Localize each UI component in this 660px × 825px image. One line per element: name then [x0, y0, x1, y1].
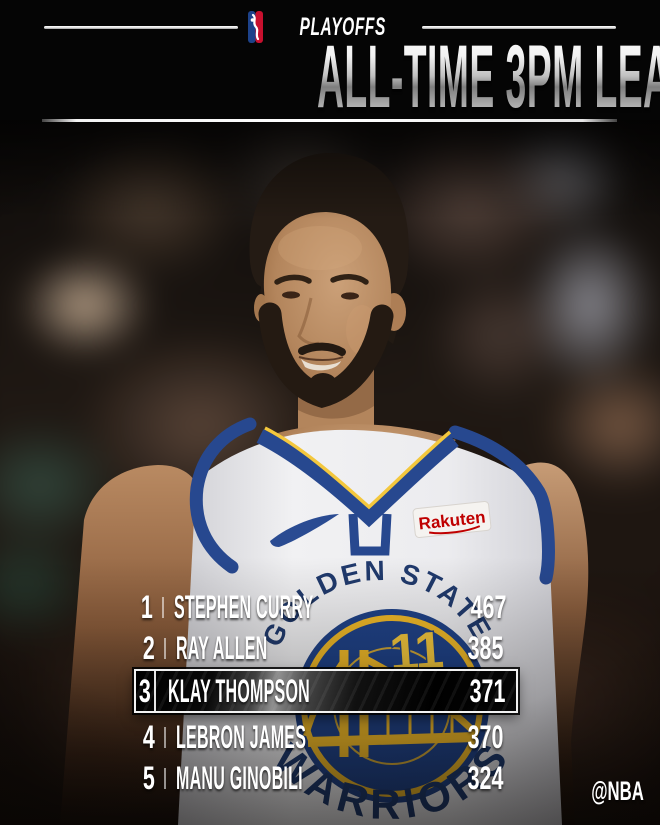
rank-label: 3	[138, 672, 151, 709]
table-row: 5 MANU GINOBILI 324	[135, 756, 503, 800]
rank-label: 1	[140, 588, 153, 625]
player-name: LEBRON JAMES	[176, 718, 307, 755]
rank-divider	[153, 671, 156, 711]
player-name: KLAY THOMPSON	[167, 672, 310, 709]
rank-label: 4	[143, 718, 155, 755]
rank-divider	[161, 596, 164, 618]
stat-value: 324	[467, 759, 503, 796]
table-row-highlighted: 3 KLAY THOMPSON 371	[134, 669, 518, 713]
stat-value: 385	[467, 629, 503, 666]
player-name: STEPHEN CURRY	[173, 588, 314, 625]
table-row: 1 STEPHEN CURRY 467	[135, 585, 507, 629]
player-name: MANU GINOBILI	[176, 759, 303, 796]
rank-divider	[164, 637, 166, 659]
page-title: ALL-TIME 3PM LEADERS	[0, 30, 660, 122]
nba-logo-icon	[247, 11, 263, 43]
table-row: 2 RAY ALLEN 385	[135, 626, 503, 670]
stat-value: 467	[470, 588, 507, 625]
playoffs-lockup: PLAYOFFS	[44, 11, 617, 43]
table-row: 4 LEBRON JAMES 370	[135, 715, 503, 759]
stat-value: 370	[467, 718, 503, 755]
playoffs-label: PLAYOFFS	[299, 12, 386, 41]
rank-label: 5	[143, 759, 155, 796]
header-rule-left	[44, 25, 238, 29]
header-rule-right	[422, 25, 617, 29]
credit-handle: @NBA	[591, 776, 644, 806]
header: PLAYOFFS ALL-TIME 3PM LEADERS	[0, 0, 660, 122]
title-divider	[42, 119, 617, 122]
rank-divider	[164, 767, 166, 789]
rank-divider	[164, 726, 166, 748]
rank-label: 2	[143, 629, 155, 666]
stat-value: 371	[469, 672, 506, 709]
player-name: RAY ALLEN	[176, 629, 268, 666]
